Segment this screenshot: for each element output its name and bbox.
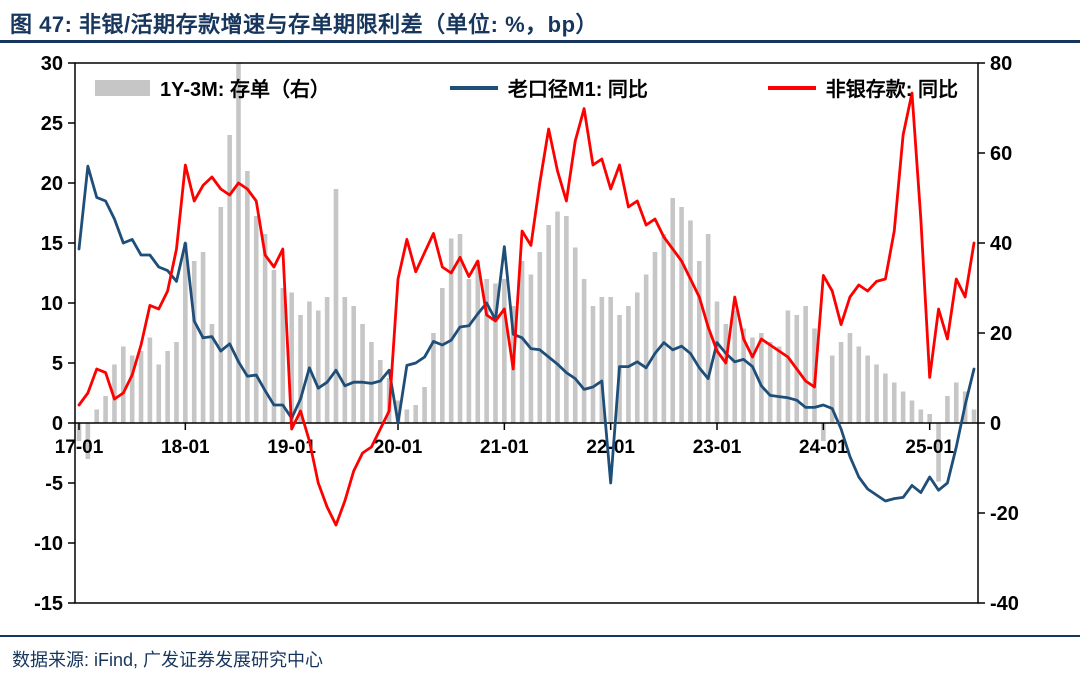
- chart-area: 17-01 18-01 19-01 20-01 21-01 22-01 23-01 24-01…: [0, 43, 1080, 635]
- svg-text:-15: -15: [34, 593, 63, 615]
- svg-text:-40: -40: [990, 593, 1019, 615]
- figure-title: 图 47: 非银/活期存款增速与存单期限利差（单位: %，bp）: [0, 0, 1080, 43]
- figure-title-text: 图 47: 非银/活期存款增速与存单期限利差（单位: %，bp）: [10, 12, 599, 37]
- svg-text:80: 80: [990, 53, 1012, 75]
- svg-text:0: 0: [52, 413, 63, 435]
- svg-text:60: 60: [990, 143, 1012, 165]
- svg-text:20-01: 20-01: [374, 437, 423, 458]
- svg-text:18-01: 18-01: [161, 437, 210, 458]
- svg-text:15: 15: [41, 233, 63, 255]
- svg-text:5: 5: [52, 353, 63, 375]
- source-note: 数据来源: iFind, 广发证券发展研究中心: [12, 650, 324, 670]
- svg-text:10: 10: [41, 293, 63, 315]
- svg-text:24-01: 24-01: [799, 437, 848, 458]
- svg-text:25: 25: [41, 113, 63, 135]
- svg-text:30: 30: [41, 53, 63, 75]
- deposit-spread-combo-chart: 17-01 18-01 19-01 20-01 21-01 22-01 23-01 24-01…: [34, 53, 1019, 615]
- svg-text:0: 0: [990, 413, 1001, 435]
- svg-text:-20: -20: [990, 503, 1019, 525]
- svg-text:19-01: 19-01: [267, 437, 316, 458]
- svg-text:25-01: 25-01: [905, 437, 954, 458]
- svg-text:-5: -5: [45, 473, 63, 495]
- source-footer: 数据来源: iFind, 广发证券发展研究中心: [0, 635, 1080, 681]
- svg-text:21-01: 21-01: [480, 437, 529, 458]
- svg-text:17-01: 17-01: [55, 437, 104, 458]
- svg-text:20: 20: [990, 323, 1012, 345]
- svg-text:20: 20: [41, 173, 63, 195]
- svg-text:40: 40: [990, 233, 1012, 255]
- svg-text:22-01: 22-01: [586, 437, 635, 458]
- svg-text:-10: -10: [34, 533, 63, 555]
- svg-text:23-01: 23-01: [693, 437, 742, 458]
